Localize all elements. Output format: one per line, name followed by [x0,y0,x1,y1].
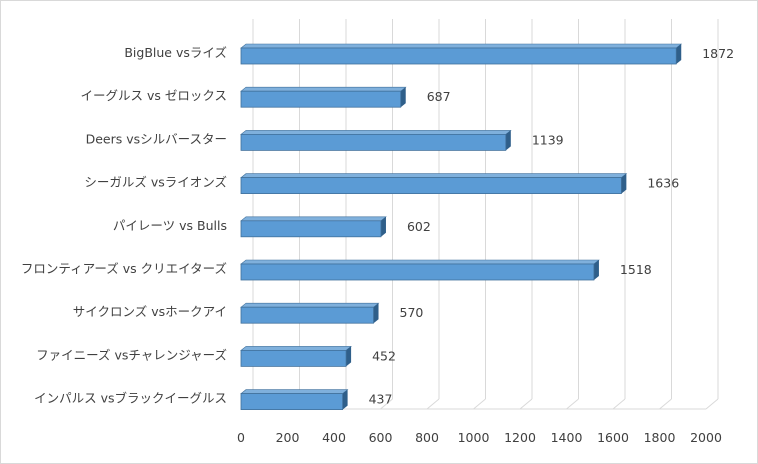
category-label: インパルス vsブラックイーグルス [34,391,227,406]
bar [240,346,352,367]
bar [240,43,683,65]
category-label: パイレーツ vs Bulls [113,218,227,233]
bar [240,173,628,195]
category-label: イーグルス vs ゼロックス [81,88,227,103]
value-label: 1139 [532,132,564,147]
bar-side-face [342,389,348,410]
gridline-floor [426,398,440,410]
category-label: BigBlue vsライズ [124,45,227,60]
x-tick-label: 800 [415,430,439,445]
bar-side-face [373,303,379,324]
value-label: 570 [400,305,424,320]
bar-top-face [240,346,352,351]
bar-side-face [346,346,352,367]
bar-front-face [240,306,374,324]
x-tick-label: 2000 [690,430,722,445]
gridline-floor [473,398,486,410]
value-label: 437 [369,392,393,407]
bar-front-face [240,133,507,151]
bar-side-face [380,216,386,237]
bar [240,86,407,108]
x-tick-label: 0 [237,430,245,445]
x-tick-label: 1600 [597,430,629,445]
value-label: 1872 [702,46,734,61]
bar-top-face [240,43,683,49]
bar-front-face [240,177,622,195]
bar [240,130,512,151]
x-tick-label: 1400 [551,430,583,445]
bar-side-face [400,87,406,108]
bar-top-face [240,130,512,135]
bar-front-face [240,263,595,281]
value-label: 602 [407,219,431,234]
gridline-floor [705,398,719,410]
value-label: 1518 [620,262,652,277]
value-label: 687 [427,89,451,104]
gridline-floor [519,398,533,410]
category-label: シーガルズ vsライオンズ [84,175,227,190]
bar [240,302,380,324]
bar-top-face [240,216,387,222]
bar-top-face [240,86,407,92]
bar-front-face [240,220,382,238]
category-label: ファイニーズ vsチャレンジャーズ [36,347,227,362]
gridline-floor [659,398,672,410]
bar [240,389,349,411]
bar [240,259,600,281]
x-tick-label: 600 [369,430,393,445]
bar-top-face [240,302,380,308]
x-tick-label: 1200 [504,430,536,445]
value-label: 452 [372,348,396,363]
bar-side-face [593,260,599,280]
gridline-floor [612,398,626,410]
gridline-floor [380,398,393,410]
x-tick-label: 200 [276,430,300,445]
bar-top-face [240,173,628,178]
bar-front-face [240,47,677,65]
bar-front-face [240,90,402,108]
category-label: フロンティアーズ vs クリエイターズ [21,261,227,276]
bars [240,43,683,411]
category-label: サイクロンズ vsホークアイ [73,304,227,319]
gridline-floor [566,398,579,410]
x-tick-label: 400 [322,430,346,445]
bar-side-face [505,130,511,151]
bar-top-face [240,259,600,265]
bar-side-face [676,44,682,64]
x-tick-label: 1000 [458,430,490,445]
value-label: 1636 [647,176,679,191]
x-tick-label: 1800 [644,430,676,445]
category-label: Deers vsシルバースター [86,131,227,146]
bar-front-face [240,349,347,367]
bar-top-face [240,389,349,394]
bar-front-face [240,393,344,411]
labels: 0 200 400 600 800 1000 1200 1400 1600 1800 2000 187… [21,45,734,445]
bar [240,216,387,238]
bar-side-face [621,173,627,194]
